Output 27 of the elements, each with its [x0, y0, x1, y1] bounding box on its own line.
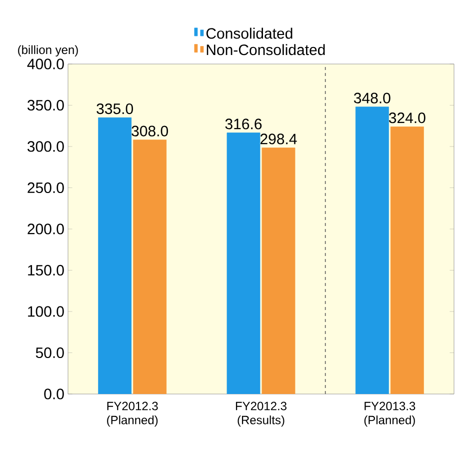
- data-label: 335.0: [96, 103, 134, 114]
- data-label: 316.6: [225, 118, 262, 130]
- bar: [226, 132, 260, 394]
- y-tick-label: 0.0: [44, 388, 64, 400]
- y-tick-label: 300.0: [27, 141, 64, 152]
- bar: [390, 126, 424, 394]
- y-tick-label: 150.0: [28, 264, 64, 276]
- bar: [355, 106, 389, 394]
- data-label: 348.0: [354, 92, 390, 104]
- y-axis-title: (billion yen): [18, 45, 78, 56]
- x-tick-label: FY2013.3 (Planned): [364, 402, 416, 427]
- y-tick-label: 50.0: [36, 347, 64, 358]
- data-label: 324.0: [388, 112, 426, 124]
- y-tick-label: 250.0: [28, 182, 64, 194]
- y-tick-label: 400.0: [27, 58, 64, 70]
- y-tick-label: 200.0: [28, 224, 64, 234]
- legend-label: Non-Consolidated: [206, 44, 325, 56]
- data-label: 298.4: [260, 134, 297, 144]
- x-tick-label: FY2012.3 (Planned): [107, 402, 158, 427]
- bar: [133, 140, 167, 394]
- bar: [262, 148, 296, 394]
- bar: [98, 117, 132, 394]
- y-tick-label: 100.0: [28, 306, 64, 317]
- y-tick-label: 350.0: [27, 100, 64, 111]
- data-label: 308.0: [132, 126, 168, 136]
- x-tick-label: FY2012.3 (Results): [236, 402, 286, 427]
- legend-label: Consolidated: [206, 28, 292, 39]
